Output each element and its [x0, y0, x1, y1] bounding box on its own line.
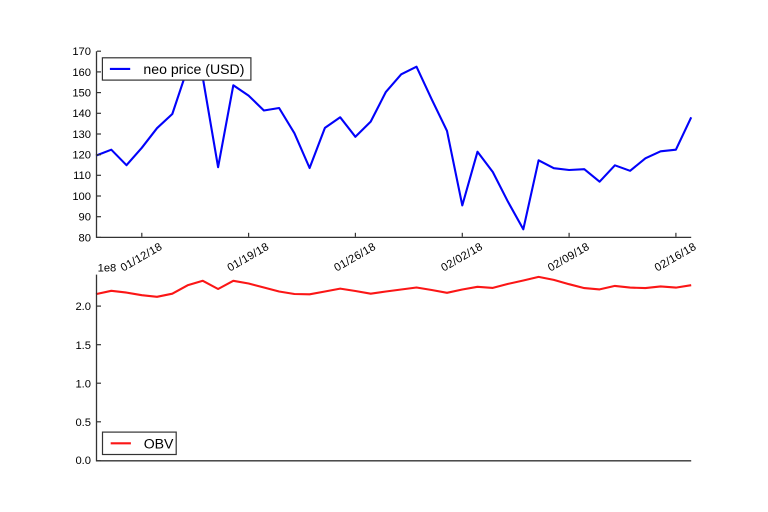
svg-text:150: 150 [72, 88, 91, 100]
svg-text:0.5: 0.5 [75, 417, 91, 429]
svg-text:1e8: 1e8 [98, 262, 117, 274]
svg-text:160: 160 [72, 67, 91, 79]
svg-text:170: 170 [72, 46, 91, 58]
svg-text:1.0: 1.0 [75, 378, 91, 390]
svg-text:0.0: 0.0 [75, 455, 91, 467]
svg-text:100: 100 [72, 191, 91, 203]
svg-text:140: 140 [72, 108, 91, 120]
svg-text:OBV: OBV [144, 435, 174, 451]
svg-text:neo price (USD): neo price (USD) [143, 61, 244, 77]
svg-text:120: 120 [72, 150, 91, 162]
svg-text:80: 80 [79, 232, 91, 244]
svg-text:2.0: 2.0 [75, 301, 91, 313]
svg-text:90: 90 [79, 212, 91, 224]
svg-text:1.5: 1.5 [75, 340, 91, 352]
svg-text:130: 130 [72, 129, 91, 141]
svg-text:110: 110 [73, 170, 91, 182]
